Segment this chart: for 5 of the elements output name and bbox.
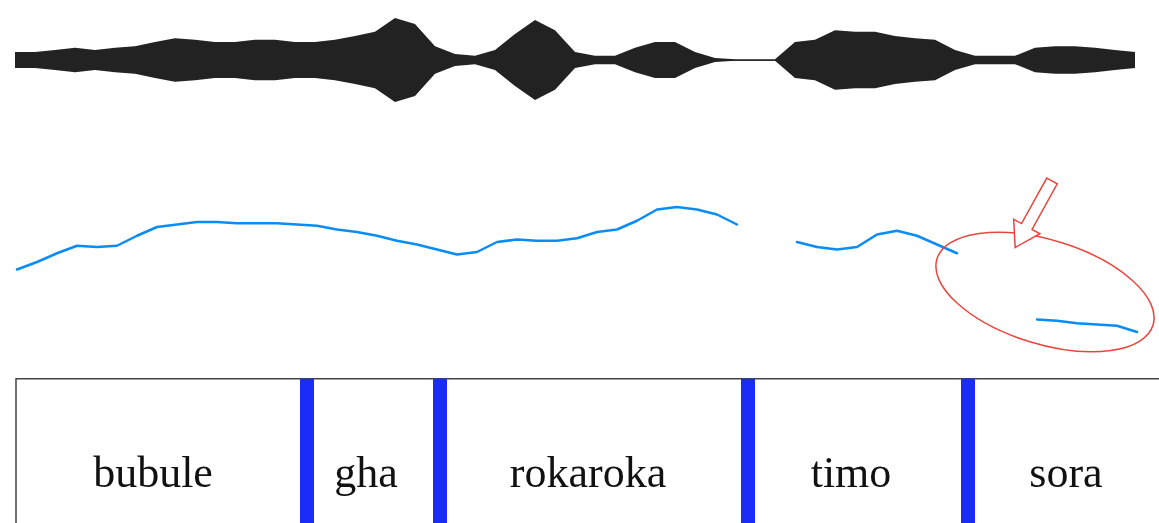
- category-label: rokaroka: [509, 447, 667, 497]
- category-label: timo: [810, 447, 892, 497]
- category-label: gha: [334, 447, 398, 497]
- category-label: bubule: [93, 447, 213, 497]
- category-label: sora: [1029, 447, 1103, 497]
